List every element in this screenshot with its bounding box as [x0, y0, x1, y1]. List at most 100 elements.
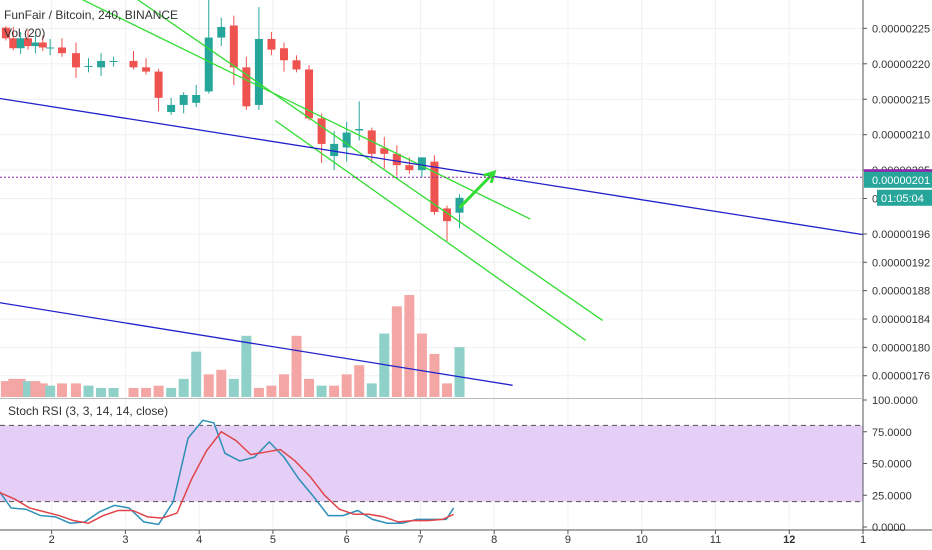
volume-bar — [416, 333, 427, 397]
price-tick-label: 0.00000215 — [872, 94, 930, 106]
trend-lines[interactable] — [0, 0, 864, 386]
volume-bar — [96, 387, 107, 397]
volume-bar — [404, 295, 415, 397]
volume-bar — [0, 381, 11, 397]
candle-down — [1, 27, 10, 39]
candle-up — [97, 60, 106, 68]
volume-bar — [178, 378, 189, 397]
volume-bar — [241, 335, 252, 397]
volume-bar — [128, 387, 139, 397]
candle-up — [455, 197, 464, 213]
volume-bar — [70, 383, 81, 397]
price-tick-label: 0.00000180 — [872, 342, 930, 354]
candle-up — [217, 26, 226, 38]
time-tick-label: 8 — [491, 534, 497, 546]
time-tick-label: 11 — [710, 534, 721, 546]
volume-bar — [391, 306, 402, 397]
time-tick-label: 5 — [270, 534, 276, 546]
volume-bar — [316, 385, 327, 397]
volume-bar — [141, 387, 152, 397]
volume-bar — [30, 381, 41, 397]
volume-bar — [291, 335, 302, 397]
candle-up — [342, 132, 351, 148]
green-trend-line[interactable] — [132, 0, 603, 321]
projection-arrow-head[interactable] — [483, 170, 497, 184]
volume-bar — [341, 374, 352, 397]
rsi-tick-label: 100.0000 — [872, 395, 918, 407]
candle-down — [142, 67, 151, 72]
candle-down — [9, 38, 18, 49]
volume-bar — [429, 353, 440, 397]
volume-bar — [45, 385, 56, 397]
candle-down — [38, 42, 47, 48]
candle-down — [380, 148, 389, 154]
stoch-rsi-d-line — [0, 430, 454, 524]
volume-bar — [203, 374, 214, 397]
candle-down — [367, 130, 376, 154]
candle-down — [71, 53, 80, 68]
volume-bar — [56, 383, 67, 397]
volume-bar — [329, 385, 340, 397]
candle-down — [57, 47, 66, 54]
price-tick-label: 0.00000220 — [872, 59, 930, 71]
stoch-rsi-k-line — [0, 419, 455, 526]
volume-bar — [266, 385, 277, 397]
candle-down — [292, 60, 301, 70]
blue-trend-line[interactable] — [0, 299, 513, 386]
time-tick-label: 10 — [636, 534, 648, 546]
candle-down — [267, 38, 276, 50]
candle-down — [242, 67, 251, 107]
blue-trend-line[interactable] — [0, 95, 864, 236]
time-tick-label: 6 — [344, 534, 350, 546]
countdown-label: 01:05:04 — [881, 193, 924, 205]
countdown-tag — [877, 189, 932, 206]
volume-bar — [278, 374, 289, 397]
projection-arrow[interactable] — [458, 171, 496, 209]
candle-up — [417, 157, 426, 171]
green-trend-line[interactable] — [274, 119, 587, 341]
time-tick-label: 9 — [565, 534, 571, 546]
price-tick-label: 0.00000188 — [872, 286, 930, 298]
candle-up — [167, 104, 176, 113]
candle-up — [46, 47, 55, 49]
rsi-tick-label: 75.0000 — [872, 427, 912, 439]
candles — [1, 0, 464, 242]
volume-bar — [191, 351, 202, 397]
candle-up — [192, 94, 201, 103]
symbol-title: FunFair / Bitcoin, 240, BINANCE — [4, 8, 179, 22]
time-tick-label: 1 — [860, 534, 866, 546]
candle-up — [355, 129, 364, 131]
candle-up — [16, 38, 25, 49]
candle-down — [430, 161, 439, 212]
price-tick-label: 0.00000192 — [872, 257, 930, 269]
last-price-tag — [864, 171, 932, 188]
rsi-tick-label: 50.0000 — [872, 459, 912, 471]
candle-up — [84, 65, 93, 67]
candle-down — [442, 208, 451, 222]
volume-bar — [253, 387, 264, 397]
time-tick-label: 3 — [122, 534, 128, 546]
candle-down — [305, 69, 314, 119]
time-tick-label: 4 — [196, 534, 202, 546]
volume-bar — [216, 369, 227, 397]
stoch-rsi-lines — [0, 419, 455, 526]
volume-bar — [153, 385, 164, 397]
volume-bar — [37, 383, 48, 397]
last-price-label: 0.00000201 — [872, 175, 930, 187]
candle-up — [31, 42, 40, 47]
volume-bar — [23, 381, 34, 397]
rsi-band-fill — [0, 425, 863, 502]
volume-bar — [304, 378, 315, 397]
green-trend-line[interactable] — [73, 0, 531, 220]
stoch-rsi-title: Stoch RSI (3, 3, 14, 14, close) — [8, 404, 169, 418]
volume-bar — [8, 378, 19, 397]
time-tick-label: 12 — [783, 534, 795, 546]
volume-bar — [83, 385, 94, 397]
price-tick-label: 0.00000184 — [872, 314, 930, 326]
candle-up — [109, 60, 118, 62]
time-tick-label: 2 — [49, 534, 55, 546]
candle-down — [279, 48, 288, 61]
price-tick-label: 0.00000225 — [872, 23, 930, 35]
candle-down — [392, 153, 401, 166]
